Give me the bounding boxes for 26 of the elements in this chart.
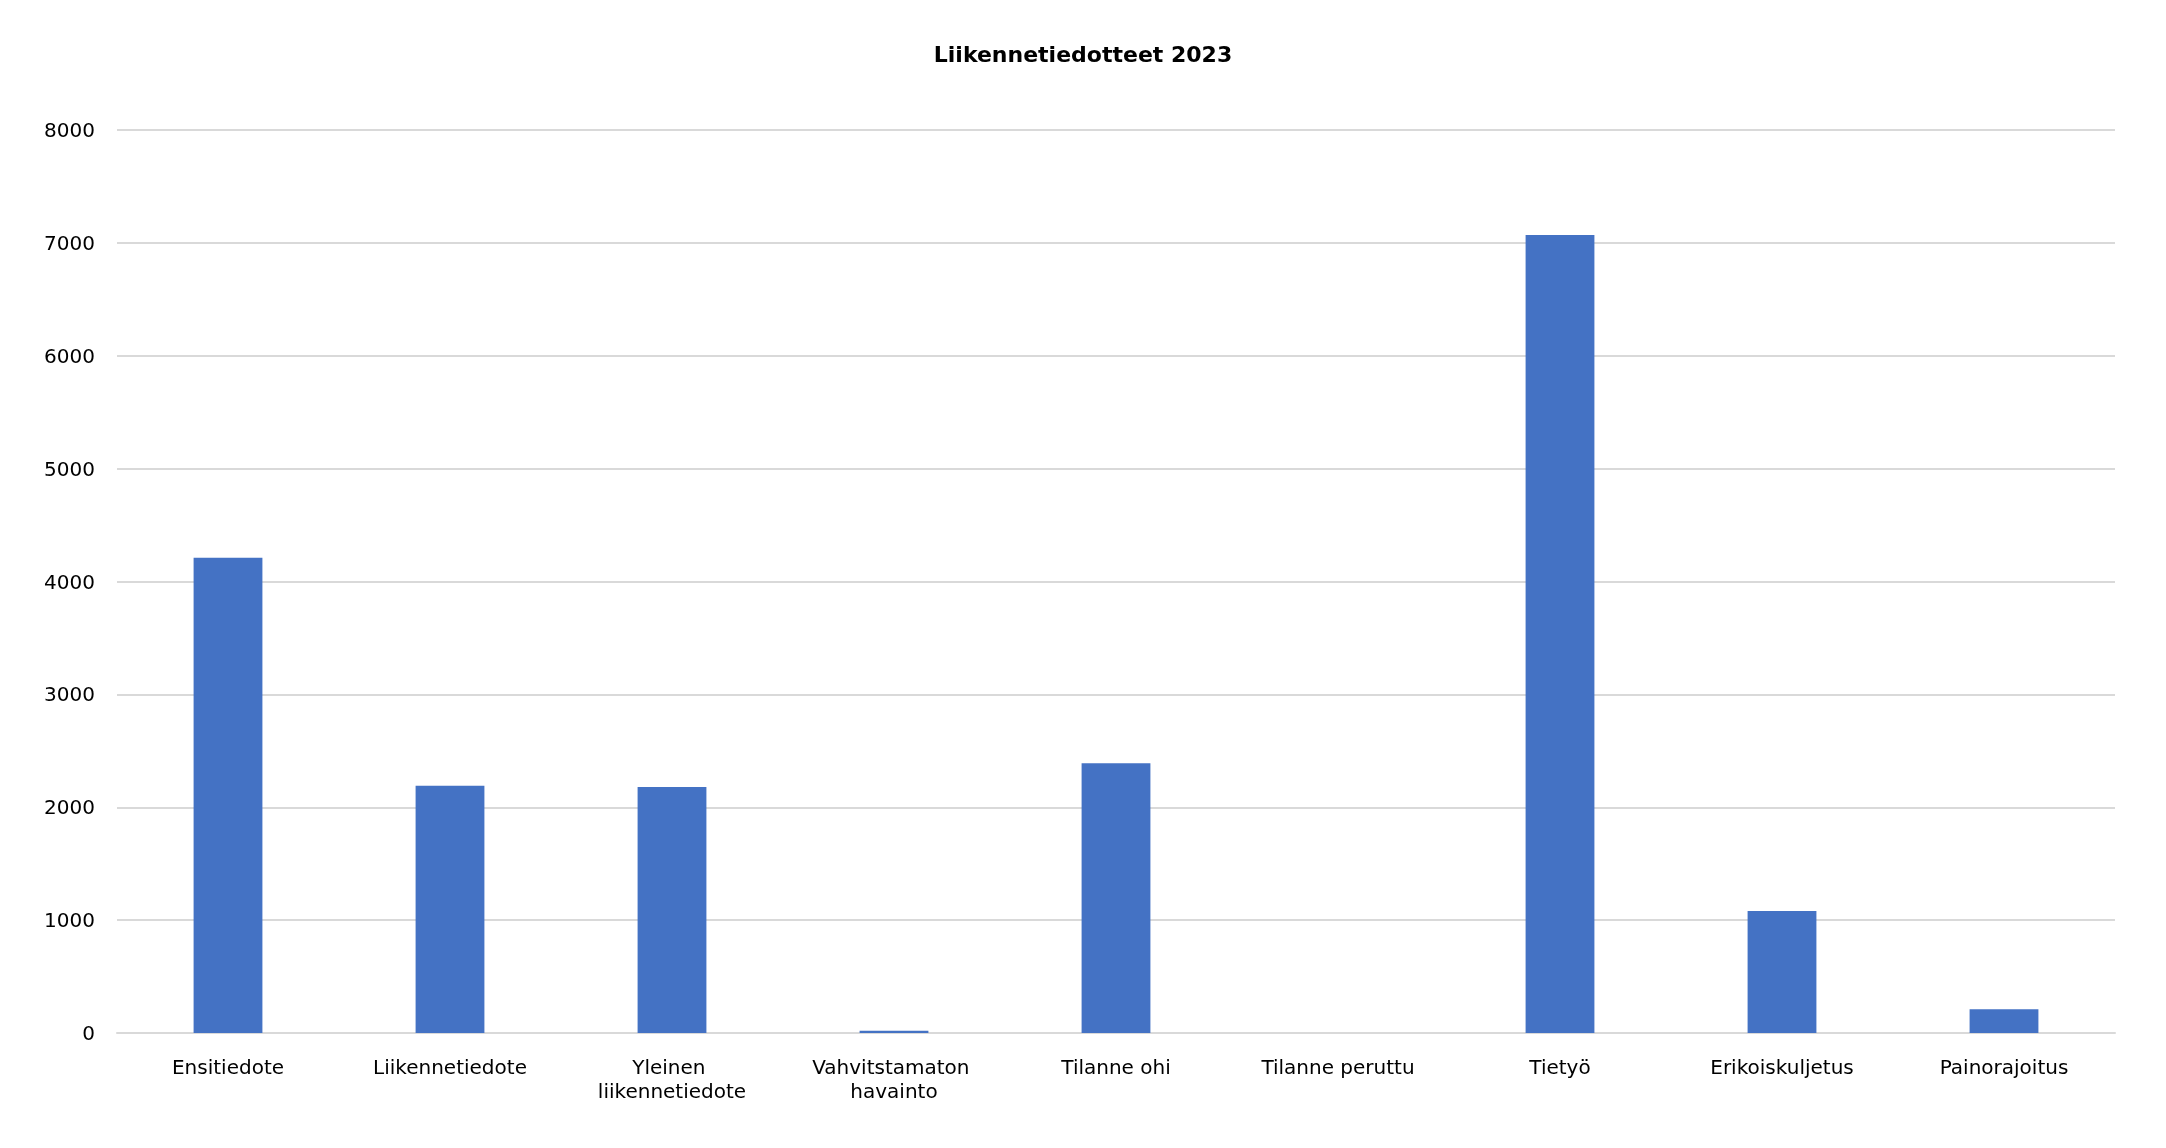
bar xyxy=(1525,234,1595,1033)
x-tick-label: Tilanne ohi xyxy=(1060,1055,1171,1079)
bar xyxy=(1747,911,1817,1033)
y-tick-label: 7000 xyxy=(44,230,95,255)
bar xyxy=(637,786,707,1033)
y-tick-label: 6000 xyxy=(44,343,95,368)
y-tick-label: 4000 xyxy=(44,569,95,594)
y-tick-label: 0 xyxy=(82,1021,95,1045)
x-tick-label: Vahvitstamaton havainto xyxy=(812,1055,976,1103)
bar xyxy=(1969,1009,2039,1033)
x-tick-label: Yleinen liikennetiedote xyxy=(597,1055,747,1103)
y-tick-label: 2000 xyxy=(44,795,95,820)
y-tick-label: 5000 xyxy=(44,456,95,481)
bar xyxy=(1081,763,1151,1033)
x-tick-label: Tietyö xyxy=(1528,1055,1591,1079)
bar xyxy=(193,557,263,1033)
bar xyxy=(415,785,485,1033)
y-tick-label: 1000 xyxy=(44,908,95,933)
x-tick-label: Erikoiskuljetus xyxy=(1710,1055,1854,1079)
x-tick-label: Liikennetiedote xyxy=(373,1055,527,1079)
y-tick-label: 3000 xyxy=(44,682,95,707)
y-tick-label: 8000 xyxy=(44,118,95,142)
chart-title: Liikennetiedotteet 2023 xyxy=(933,41,1233,67)
x-tick-label: Painorajoitus xyxy=(1939,1055,2069,1079)
x-tick-label: Ensitiedote xyxy=(171,1055,285,1079)
x-tick-label: Tilanne peruttu xyxy=(1260,1055,1415,1079)
